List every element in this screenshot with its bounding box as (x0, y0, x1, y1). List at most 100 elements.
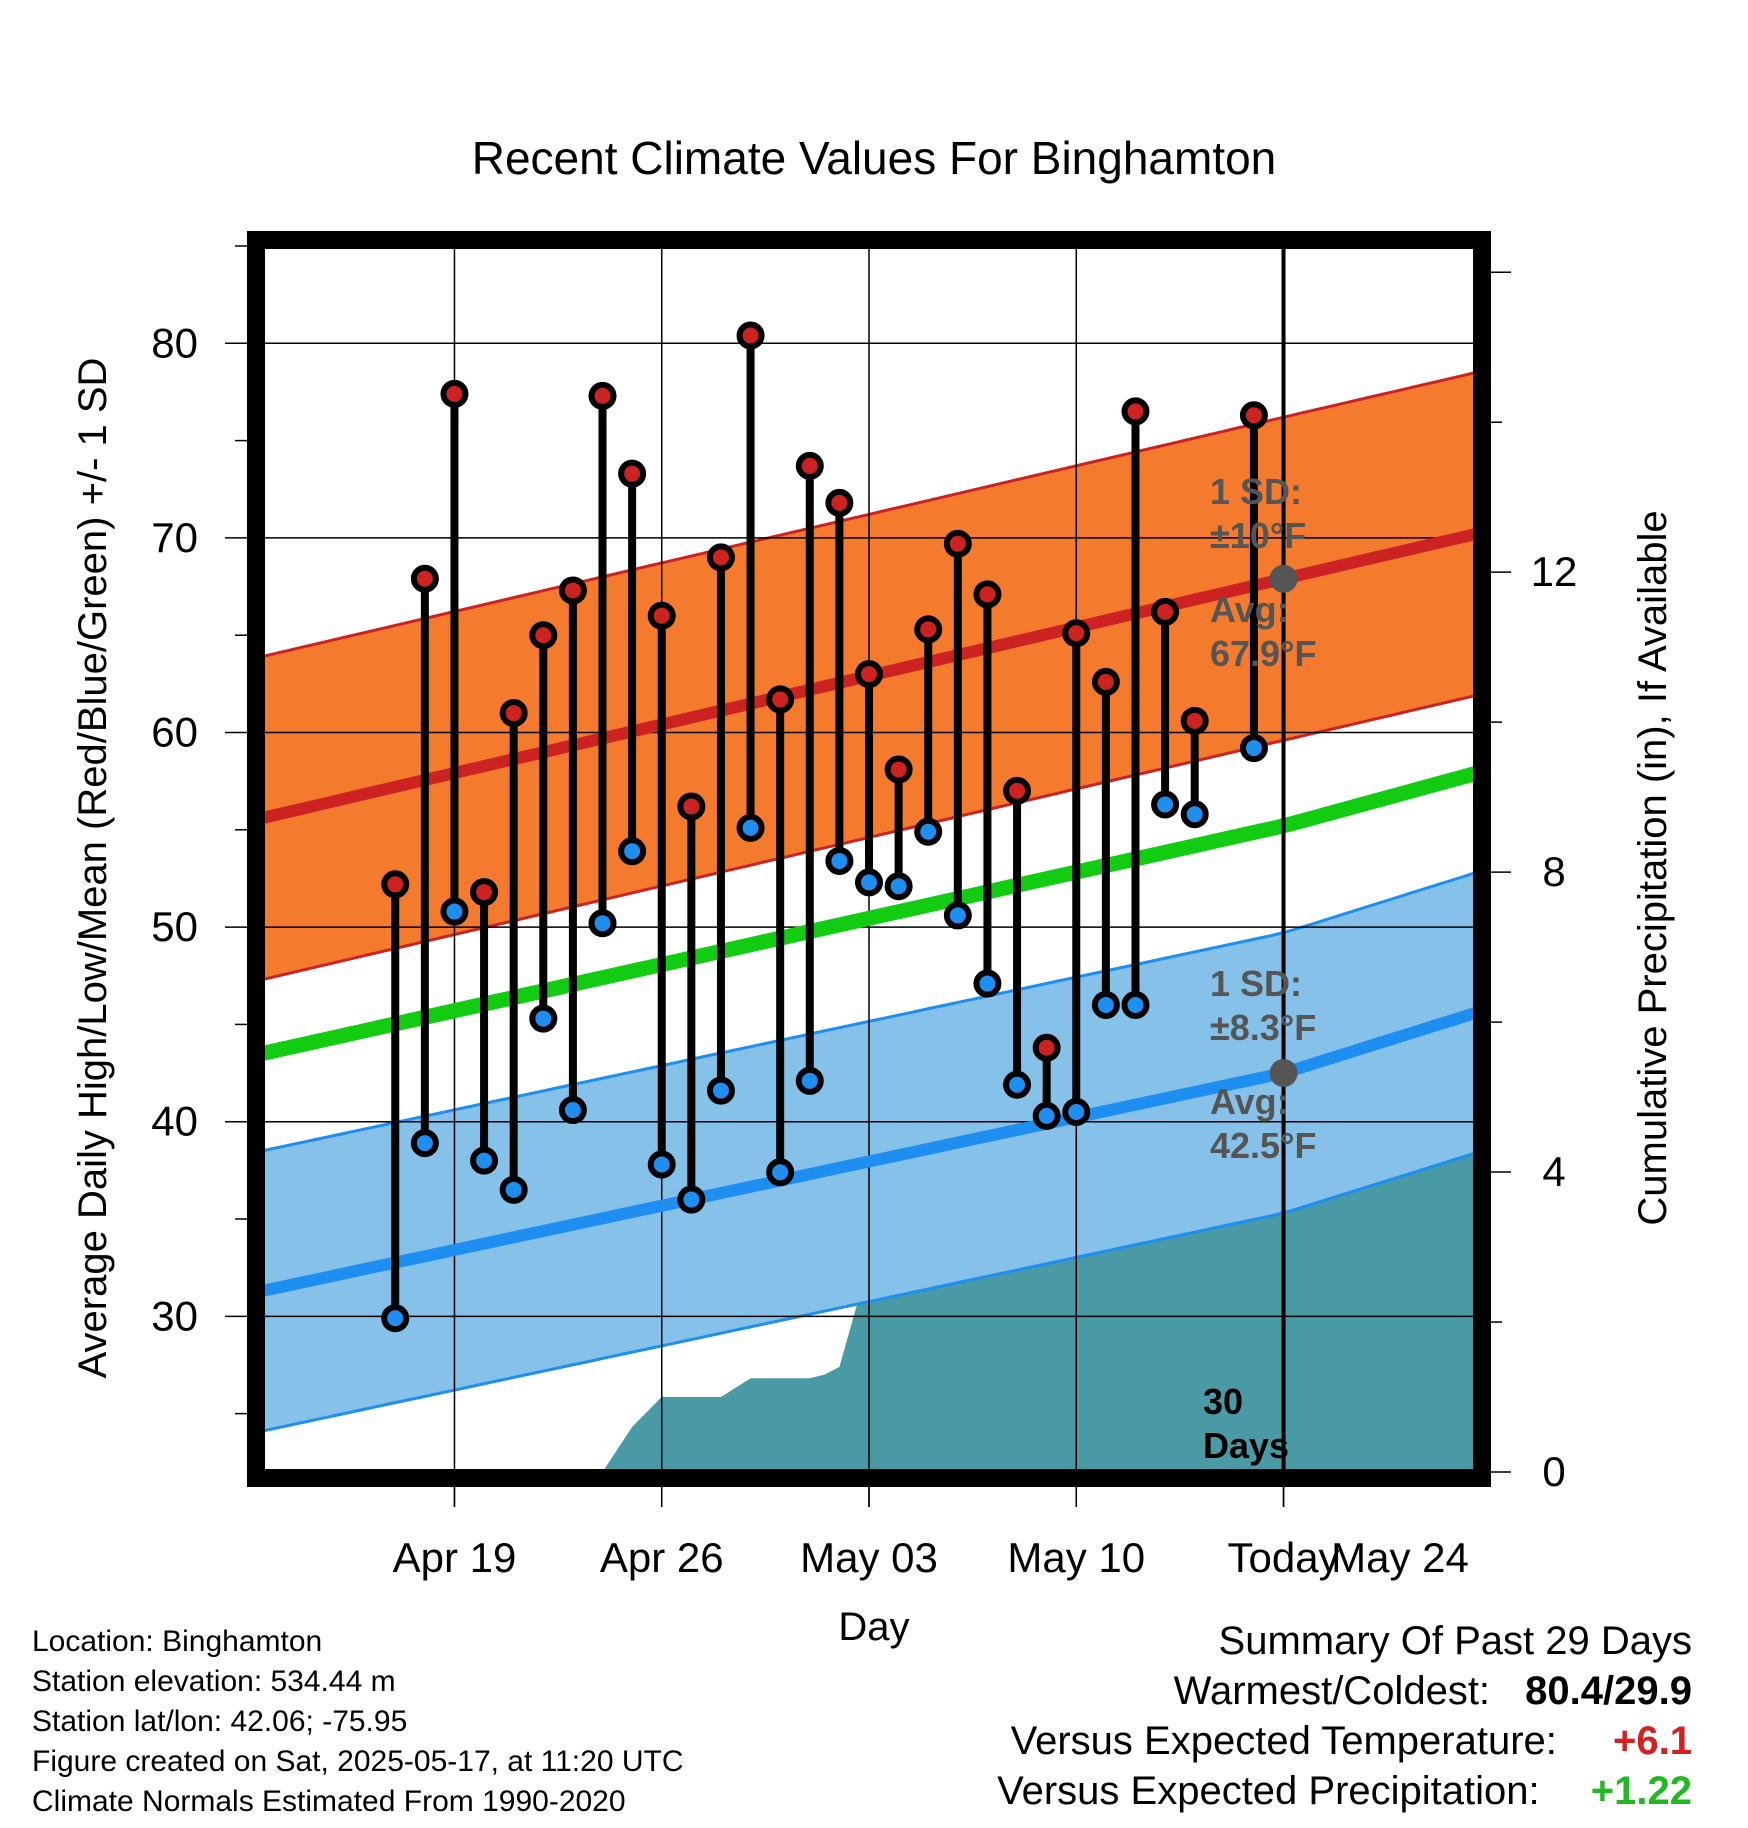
high-avg-label: Avg: (1210, 589, 1289, 630)
daily-high-point (588, 381, 617, 410)
daily-high-point (677, 792, 706, 821)
y2-tick-label: 12 (1531, 548, 1578, 595)
daily-high-point (558, 576, 587, 605)
created-line: Figure created on Sat, 2025-05-17, at 11… (32, 1745, 684, 1778)
x-tick-label: May 24 (1331, 1534, 1469, 1581)
days-count: 30 (1203, 1381, 1243, 1422)
daily-high-point (440, 379, 469, 408)
warmest-coldest-value: 80.4/29.9 (1525, 1669, 1692, 1713)
x-tick-label: May 10 (1007, 1534, 1145, 1581)
daily-low-point (943, 901, 972, 930)
daily-high-point (1091, 667, 1120, 696)
temp-row: Versus Expected Temperature: +6.1 (997, 1716, 1692, 1766)
daily-low-point (795, 1066, 824, 1095)
daily-high-point (1239, 401, 1268, 430)
daily-high-point (647, 601, 676, 630)
daily-high-point (825, 488, 854, 517)
summary-box: Summary Of Past 29 Days Warmest/Coldest:… (997, 1616, 1692, 1816)
chart-title: Recent Climate Values For Binghamton (472, 132, 1277, 184)
daily-low-point (1180, 800, 1209, 829)
normals-line: Climate Normals Estimated From 1990-2020 (32, 1785, 626, 1818)
daily-low-point (766, 1158, 795, 1187)
daily-high-point (884, 755, 913, 784)
warmest-coldest-row: Warmest/Coldest: 80.4/29.9 (997, 1666, 1692, 1716)
daily-low-point (558, 1096, 587, 1125)
daily-high-point (618, 459, 647, 488)
y-tick-label: 80 (151, 319, 198, 366)
daily-low-point (973, 969, 1002, 998)
daily-low-point (647, 1150, 676, 1179)
x-tick-label: Apr 26 (600, 1534, 724, 1581)
y-tick-label: 60 (151, 709, 198, 756)
low-sd-value: ±8.3°F (1210, 1007, 1316, 1048)
daily-high-point (1151, 597, 1180, 626)
x-tick-label: Apr 19 (393, 1534, 517, 1581)
daily-low-point (677, 1185, 706, 1214)
daily-low-point (825, 846, 854, 875)
daily-low-point (1091, 990, 1120, 1019)
daily-high-point (1121, 397, 1150, 426)
x-axis-label: Day (838, 1605, 909, 1649)
daily-high-point (529, 621, 558, 650)
daily-low-point (1032, 1101, 1061, 1130)
x-tick-label: Today (1227, 1534, 1339, 1581)
plot-frame (247, 231, 1491, 1487)
high-sd-label: 1 SD: (1210, 471, 1302, 512)
elevation-line: Station elevation: 534.44 m (32, 1665, 396, 1698)
warmest-coldest-label: Warmest/Coldest: (1173, 1669, 1491, 1713)
daily-low-point (1151, 790, 1180, 819)
y2-tick-label: 4 (1542, 1148, 1565, 1195)
daily-low-point (470, 1146, 499, 1175)
y-tick-label: 70 (151, 514, 198, 561)
y2-tick-label: 8 (1542, 848, 1565, 895)
daily-low-point (736, 813, 765, 842)
daily-high-point (1180, 706, 1209, 735)
low-sd-label: 1 SD: (1210, 963, 1302, 1004)
mean-normal-line (262, 766, 1476, 1061)
summary-heading: Summary Of Past 29 Days (1218, 1619, 1692, 1663)
daily-low-point (1239, 734, 1268, 763)
days-label: Days (1203, 1425, 1289, 1466)
daily-low-point (914, 817, 943, 846)
temp-value: +6.1 (1613, 1719, 1692, 1763)
daily-high-point (736, 321, 765, 350)
y-tick-label: 40 (151, 1098, 198, 1145)
daily-low-point (884, 872, 913, 901)
daily-high-point (470, 878, 499, 907)
x-tick-label: May 03 (800, 1534, 938, 1581)
daily-high-point (1003, 776, 1032, 805)
daily-low-point (499, 1175, 528, 1204)
y-tick-label: 50 (151, 903, 198, 950)
daily-low-point (440, 897, 469, 926)
daily-low-point (706, 1076, 735, 1105)
plot-area: 30 40 50 60 70 80 0 4 8 12 Apr 19 Apr 26 May 03 May 1… (151, 231, 1578, 1581)
y-axis-label: Average Daily High/Low/Mean (Red/Blue/Gr… (71, 358, 115, 1379)
daily-high-point (381, 870, 410, 899)
daily-high-point (1032, 1033, 1061, 1062)
daily-high-point (855, 660, 883, 689)
y-tick-label: 30 (151, 1292, 198, 1339)
temp-label: Versus Expected Temperature: (1010, 1719, 1557, 1763)
daily-high-point (795, 451, 824, 480)
low-avg-value: 42.5°F (1210, 1125, 1316, 1166)
y2-axis-label: Cumulative Precipitation (in), If Availa… (1631, 510, 1675, 1225)
daily-high-point (943, 529, 972, 558)
precip-row: Versus Expected Precipitation: +1.22 (997, 1766, 1692, 1816)
daily-low-point (529, 1004, 558, 1033)
daily-low-point (410, 1129, 439, 1158)
daily-high-point (766, 685, 795, 714)
daily-low-point (1062, 1097, 1091, 1126)
daily-low-point (588, 909, 617, 938)
today-low-marker (1269, 1059, 1298, 1088)
daily-low-point (1121, 990, 1150, 1019)
daily-high-point (410, 564, 439, 593)
daily-high-point (706, 543, 735, 572)
daily-high-point (914, 615, 943, 644)
y2-tick-label: 0 (1542, 1448, 1565, 1495)
daily-high-point (499, 699, 528, 728)
plot-content (262, 246, 1476, 1472)
daily-low-point (618, 837, 647, 866)
daily-low-point (381, 1304, 410, 1333)
high-sd-value: ±10°F (1210, 515, 1306, 556)
